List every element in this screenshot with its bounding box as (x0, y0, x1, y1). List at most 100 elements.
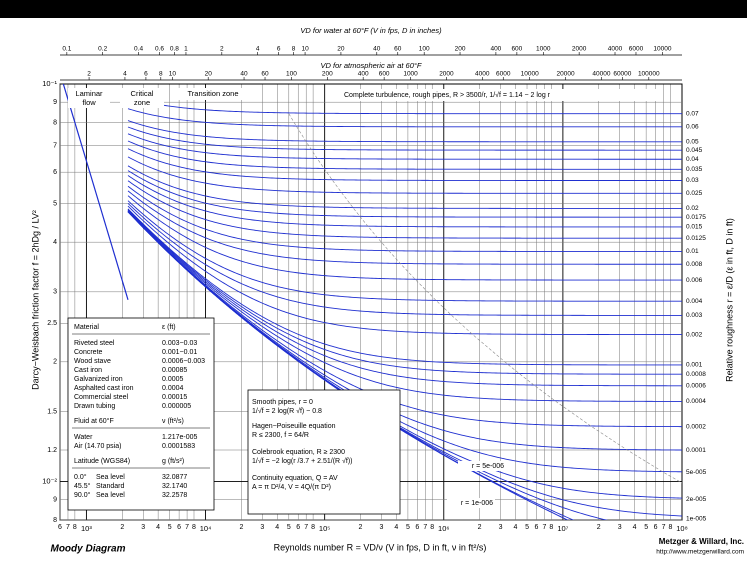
top-tick-label: 60 (394, 46, 402, 53)
roughness-curve (127, 170, 682, 218)
roughness-label: 0.0125 (686, 235, 706, 242)
table-cell: Commercial steel (74, 394, 129, 401)
table-cell: 0.0001583 (162, 443, 195, 450)
equation: Continuity equation, Q = AV (252, 475, 338, 482)
table-cell: Standard (96, 483, 125, 490)
y-tick-label: 9 (53, 497, 57, 504)
x-tick-label: 8 (73, 524, 77, 531)
curve-label: r = 1e-006 (461, 500, 493, 507)
x-tick-label: 2 (239, 524, 243, 531)
y-tick-label: 9 (53, 99, 57, 106)
top-tick-label: 10000 (521, 71, 539, 78)
table-cell: Air (14.70 psia) (74, 443, 121, 450)
equation: Hagen−Poiseuille equation (252, 423, 336, 430)
x-tick-label: 4 (275, 524, 279, 531)
table-cell: 0.00015 (162, 394, 187, 401)
equation: 1/√f = −2 log(r /3.7 + 2.51/(R √f)) (252, 457, 352, 465)
roughness-label: 0.06 (686, 124, 699, 131)
roughness-curve (127, 180, 682, 239)
x-tick-label: 4 (156, 524, 160, 531)
top-tick-label: 40 (240, 71, 248, 78)
roughness-label: 0.04 (686, 156, 699, 163)
top-axis-title: VD for water at 60°F (V in fps, D in inc… (300, 26, 442, 35)
x-tick-label: 7 (542, 524, 546, 531)
roughness-label: 0.0008 (686, 371, 706, 378)
zone-box (120, 88, 164, 108)
x-tick-label: 7 (185, 524, 189, 531)
table-cell: 0.0004 (162, 385, 184, 392)
property-table (67, 317, 215, 511)
table-cell: 0.001−0.01 (162, 349, 197, 356)
roughness-curve (127, 148, 682, 181)
table-header: ν (ft²/s) (162, 418, 184, 425)
x-tick-label: 3 (380, 524, 384, 531)
smooth-pipe-curve (127, 211, 569, 520)
roughness-label: 0.008 (686, 261, 703, 268)
top-tick-label: 40 (373, 46, 381, 53)
zone-box (178, 88, 248, 100)
top-tick-label: 20000 (557, 71, 575, 78)
roughness-label: 0.02 (686, 205, 699, 212)
table-cell: Cast iron (74, 367, 102, 374)
y-tick-label: 10⁻¹ (42, 79, 57, 88)
top-tick-label: 4 (256, 46, 260, 53)
top-tick-label: 20 (205, 71, 213, 78)
y-tick-label: 2.5 (47, 320, 57, 327)
table-cell: 0.000005 (162, 403, 191, 410)
roughness-label: 0.002 (686, 331, 703, 338)
roughness-curve (127, 156, 682, 194)
x-tick-label: 4 (394, 524, 398, 531)
x-tick-label: 8 (192, 524, 196, 531)
roughness-curve (127, 120, 682, 143)
table-header: Material (74, 324, 99, 331)
roughness-curve (127, 200, 682, 302)
table-header: ε (ft) (162, 324, 176, 331)
publisher: Metzger & Willard, Inc. (659, 537, 744, 546)
x-tick-label: 10⁶ (438, 524, 449, 533)
x-tick-label: 2 (478, 524, 482, 531)
top-tick-label: 1 (184, 46, 188, 53)
laminar-line (62, 84, 129, 300)
roughness-label: 5e-005 (686, 469, 707, 476)
x-tick-label: 5 (406, 524, 410, 531)
top-tick-label: 10000 (653, 46, 671, 53)
top-tick-label: 10 (301, 46, 309, 53)
x-tick-label: 2 (359, 524, 363, 531)
roughness-label: 0.0004 (686, 398, 706, 405)
top-tick-label: 6000 (629, 46, 644, 53)
curve-label-bg (447, 498, 495, 508)
x-axis-label: Reynolds number R = VD/ν (V in fps, D in… (274, 542, 487, 552)
x-tick-label: 6 (58, 524, 62, 531)
roughness-label: 0.03 (686, 177, 699, 184)
table-header: g (ft/s²) (162, 458, 184, 465)
top-tick-label: 1000 (536, 46, 551, 53)
top-tick-label: 6000 (496, 71, 511, 78)
x-tick-label: 8 (549, 524, 553, 531)
x-tick-label: 5 (644, 524, 648, 531)
y-tick-label: 7 (53, 142, 57, 149)
x-tick-label: 10³ (81, 524, 92, 533)
top-tick-label: 2 (87, 71, 91, 78)
equation: R ≤ 2300, f = 64/R (252, 432, 309, 439)
table-cell: Sea level (96, 474, 125, 481)
roughness-label: 0.025 (686, 190, 703, 197)
top-tick-label: 400 (490, 46, 501, 53)
top-tick-label: 4000 (608, 46, 623, 53)
table-cell: Water (74, 434, 93, 441)
roughness-curve (127, 190, 682, 265)
y-tick-label: 2 (53, 359, 57, 366)
y-tick-label: 1.2 (47, 447, 57, 454)
top-tick-label: 20 (337, 46, 345, 53)
zone-label: Transition zone (188, 89, 239, 98)
x-tick-label: 8 (430, 524, 434, 531)
zone-label: Laminar (75, 89, 103, 98)
y-tick-label: 4 (53, 239, 57, 246)
zone-box (68, 88, 110, 108)
roughness-curve (127, 210, 682, 402)
equation: Colebrook equation, R ≥ 2300 (252, 449, 345, 456)
zone-label: Critical (131, 89, 154, 98)
zone-label: flow (82, 98, 96, 107)
x-tick-label: 3 (499, 524, 503, 531)
y-tick-label: 1.5 (47, 408, 57, 415)
